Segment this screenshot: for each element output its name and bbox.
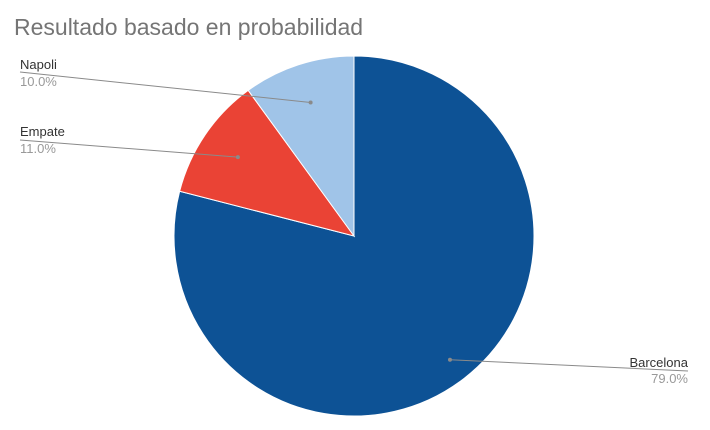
slice-label-barcelona: Barcelona <box>629 355 688 370</box>
slice-percentage-napoli: 10.0% <box>20 74 57 89</box>
callout-dot-empate <box>235 155 240 160</box>
callout-dot-barcelona <box>447 357 452 362</box>
callout-lines <box>19 71 689 372</box>
callout-line-napoli <box>19 71 311 103</box>
pie-slice-barcelona <box>173 55 535 417</box>
slice-percentage-barcelona: 79.0% <box>651 371 688 386</box>
callout-line-barcelona <box>449 359 689 372</box>
slice-label-empate: Empate <box>20 124 65 139</box>
chart-title: Resultado basado en probabilidad <box>14 14 364 40</box>
pie-slice-napoli <box>247 55 355 238</box>
pie-slice-empate <box>179 89 356 237</box>
slice-label-napoli: Napoli <box>20 57 57 72</box>
callout-dot-napoli <box>308 100 313 105</box>
callout-line-empate <box>19 139 238 158</box>
pie-slices <box>173 55 535 417</box>
slice-percentage-empate: 11.0% <box>20 141 56 156</box>
